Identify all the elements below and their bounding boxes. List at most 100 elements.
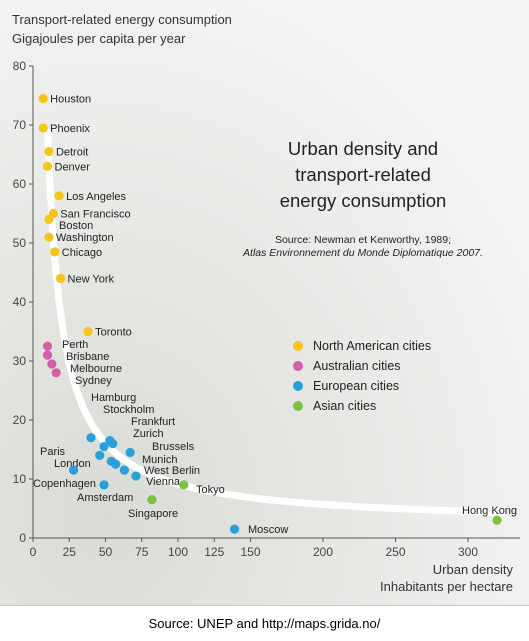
data-point (108, 439, 118, 449)
legend-label: North American cities (313, 339, 431, 353)
point-label: Zurich (133, 428, 164, 440)
point-label: Amsterdam (77, 492, 133, 504)
data-point (86, 433, 96, 443)
data-point (179, 480, 189, 490)
data-point (47, 359, 57, 369)
point-label: Melbourne (70, 363, 122, 375)
data-point (99, 480, 109, 490)
y-tick-label: 0 (19, 531, 26, 545)
point-label: Brussels (152, 441, 195, 453)
point-label: Detroit (56, 147, 88, 159)
x-tick-label: 150 (240, 545, 260, 559)
data-point (55, 273, 66, 283)
point-label: Paris (40, 446, 66, 458)
data-point (83, 326, 93, 337)
point-label: Boston (59, 220, 93, 232)
source-note: Source: Newman et Kenworthy, 1989; (275, 234, 451, 246)
data-point (131, 471, 141, 481)
point-label: San Francisco (60, 209, 130, 221)
point-label: Washington (56, 232, 114, 244)
y-tick-label: 30 (13, 354, 27, 368)
y-tick-label: 50 (13, 236, 27, 250)
point-label: Hong Kong (462, 505, 517, 517)
legend-marker (293, 401, 303, 411)
data-point (44, 146, 54, 157)
point-label: Chicago (62, 247, 102, 259)
y-tick-label: 40 (13, 295, 27, 309)
data-point (50, 247, 60, 257)
point-label: Stockholm (103, 404, 154, 416)
data-point (69, 465, 79, 475)
x-tick-label: 100 (168, 545, 188, 559)
point-label: Singapore (128, 508, 178, 520)
data-point (229, 524, 240, 534)
data-point (54, 191, 64, 201)
point-label: Phoenix (50, 123, 90, 135)
point-label: Toronto (95, 327, 132, 339)
divider (0, 605, 529, 606)
legend-label: Asian cities (313, 399, 376, 413)
x-tick-label: 200 (313, 545, 333, 559)
point-label: Denver (55, 161, 91, 173)
point-label: Perth (62, 339, 88, 351)
x-tick-label: 25 (63, 545, 77, 559)
data-point (42, 161, 53, 171)
legend-marker (293, 381, 303, 391)
data-point (99, 441, 109, 452)
y-tick-label: 70 (13, 118, 27, 132)
x-tick-label: 0 (30, 545, 37, 559)
point-label: London (54, 458, 91, 470)
x-axis-label: Inhabitants per hectare (380, 579, 513, 594)
data-point (492, 515, 502, 525)
legend-marker (293, 361, 303, 371)
data-point (42, 341, 53, 351)
data-point (44, 232, 54, 242)
y-axis-label: Gigajoules per capita per year (12, 31, 186, 46)
source-note-italic: Atlas Environnement du Monde Diplomatiqu… (242, 247, 483, 259)
point-label: Hamburg (91, 392, 136, 404)
chart-title: transport-related (295, 164, 431, 185)
data-point (42, 350, 53, 360)
point-label: Copenhagen (33, 478, 96, 490)
point-label: Houston (50, 93, 91, 105)
x-tick-label: 250 (385, 545, 405, 559)
point-label: Sydney (75, 375, 112, 387)
point-label: Brisbane (66, 351, 109, 363)
data-point (119, 465, 129, 475)
data-point (147, 495, 157, 505)
x-axis-label: Urban density (433, 562, 514, 577)
data-point (38, 123, 48, 133)
chart-panel: 0 10 20 30 40 50 60 70 80 0 25 50 75 100 125 150 200 250 3… (0, 0, 529, 605)
data-point (125, 447, 135, 458)
legend-label: European cities (313, 379, 399, 393)
data-point (44, 214, 54, 224)
x-tick-label: 50 (99, 545, 113, 559)
scatter-chart: 0 10 20 30 40 50 60 70 80 0 25 50 75 100 125 150 200 250 3… (0, 0, 529, 605)
y-axis-label: Transport-related energy consumption (12, 12, 232, 27)
point-label: Moscow (248, 524, 288, 536)
data-point (38, 93, 48, 104)
chart-title: Urban density and (288, 138, 438, 159)
point-label: New York (68, 273, 115, 285)
y-tick-label: 80 (13, 59, 27, 73)
x-tick-label: 300 (458, 545, 478, 559)
chart-title: energy consumption (280, 190, 447, 211)
y-tick-label: 60 (13, 177, 27, 191)
y-tick-label: 20 (13, 413, 27, 427)
x-tick-label: 75 (135, 545, 149, 559)
data-point (95, 450, 105, 460)
point-label: Los Angeles (66, 191, 126, 203)
chart-background (0, 0, 529, 605)
point-label: West Berlin (144, 465, 200, 477)
point-label: Frankfurt (131, 416, 175, 428)
data-point (51, 368, 61, 378)
legend-label: Australian cities (313, 359, 401, 373)
trend-curve (44, 128, 507, 516)
y-tick-label: 10 (13, 472, 27, 486)
point-label: Munich (142, 454, 177, 466)
legend-marker (293, 341, 303, 351)
data-point (111, 459, 121, 469)
point-label: Tokyo (196, 484, 225, 496)
point-label: Vienna (146, 476, 181, 488)
source-credit: Source: UNEP and http://maps.grida.no/ (148, 616, 381, 631)
